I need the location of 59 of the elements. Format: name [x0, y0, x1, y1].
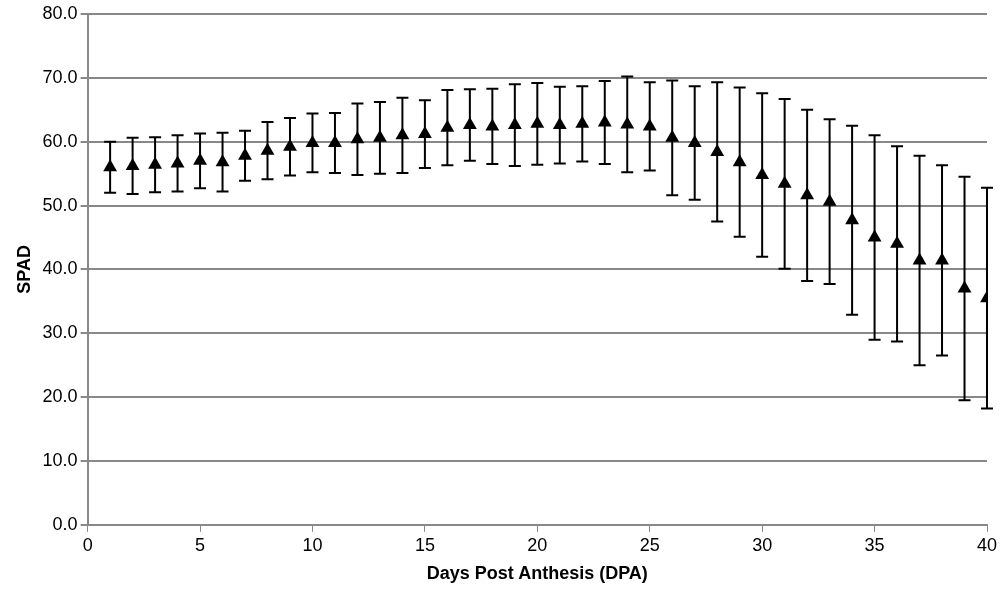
x-tick-label: 30: [752, 534, 773, 555]
y-tick-label: 0.0: [52, 513, 78, 534]
point: [103, 159, 118, 172]
point: [373, 129, 387, 142]
x-tick-label: 35: [864, 534, 885, 555]
point: [912, 252, 927, 265]
point: [530, 115, 545, 128]
point: [283, 138, 297, 151]
x-tick-label: 0: [82, 534, 93, 555]
x-tick-label: 15: [414, 534, 435, 555]
point: [642, 118, 657, 131]
point: [620, 116, 635, 129]
point: [867, 229, 882, 242]
point: [552, 117, 567, 130]
point: [687, 134, 702, 147]
x-tick-label: 10: [302, 534, 323, 555]
point: [215, 154, 230, 167]
y-tick-label: 70.0: [42, 66, 78, 87]
point: [575, 115, 590, 128]
y-tick-label: 60.0: [42, 130, 78, 151]
point: [238, 147, 252, 160]
point: [665, 129, 680, 142]
y-tick-label: 40.0: [42, 258, 78, 279]
point: [305, 134, 320, 147]
point: [328, 134, 342, 147]
y-tick-label: 50.0: [42, 194, 78, 215]
point: [777, 175, 792, 188]
point: [485, 118, 500, 131]
point: [890, 235, 904, 248]
point: [507, 117, 522, 130]
point: [732, 154, 747, 167]
y-tick-label: 20.0: [42, 386, 78, 407]
point: [597, 114, 612, 127]
point: [822, 193, 837, 206]
y-tick-label: 30.0: [42, 322, 78, 343]
point: [935, 252, 949, 265]
y-tick-label: 80.0: [42, 2, 78, 23]
x-tick-label: 25: [639, 534, 660, 555]
point: [755, 166, 770, 179]
point: [260, 142, 275, 155]
point: [710, 143, 725, 156]
x-tick-label: 20: [527, 534, 548, 555]
point: [170, 155, 185, 168]
y-axis-title: SPAD: [13, 245, 34, 294]
point: [417, 126, 432, 139]
point: [440, 119, 455, 132]
point: [957, 280, 972, 293]
point: [125, 157, 140, 170]
point: [395, 127, 410, 140]
point: [800, 187, 815, 200]
point: [462, 117, 477, 130]
x-axis-title: Days Post Anthesis (DPA): [426, 563, 648, 584]
x-tick-label: 40: [976, 534, 998, 555]
point: [193, 152, 207, 165]
point: [350, 131, 365, 144]
point: [148, 156, 163, 169]
y-tick-label: 10.0: [42, 449, 78, 470]
point: [845, 212, 860, 225]
x-tick-label: 5: [195, 534, 206, 555]
